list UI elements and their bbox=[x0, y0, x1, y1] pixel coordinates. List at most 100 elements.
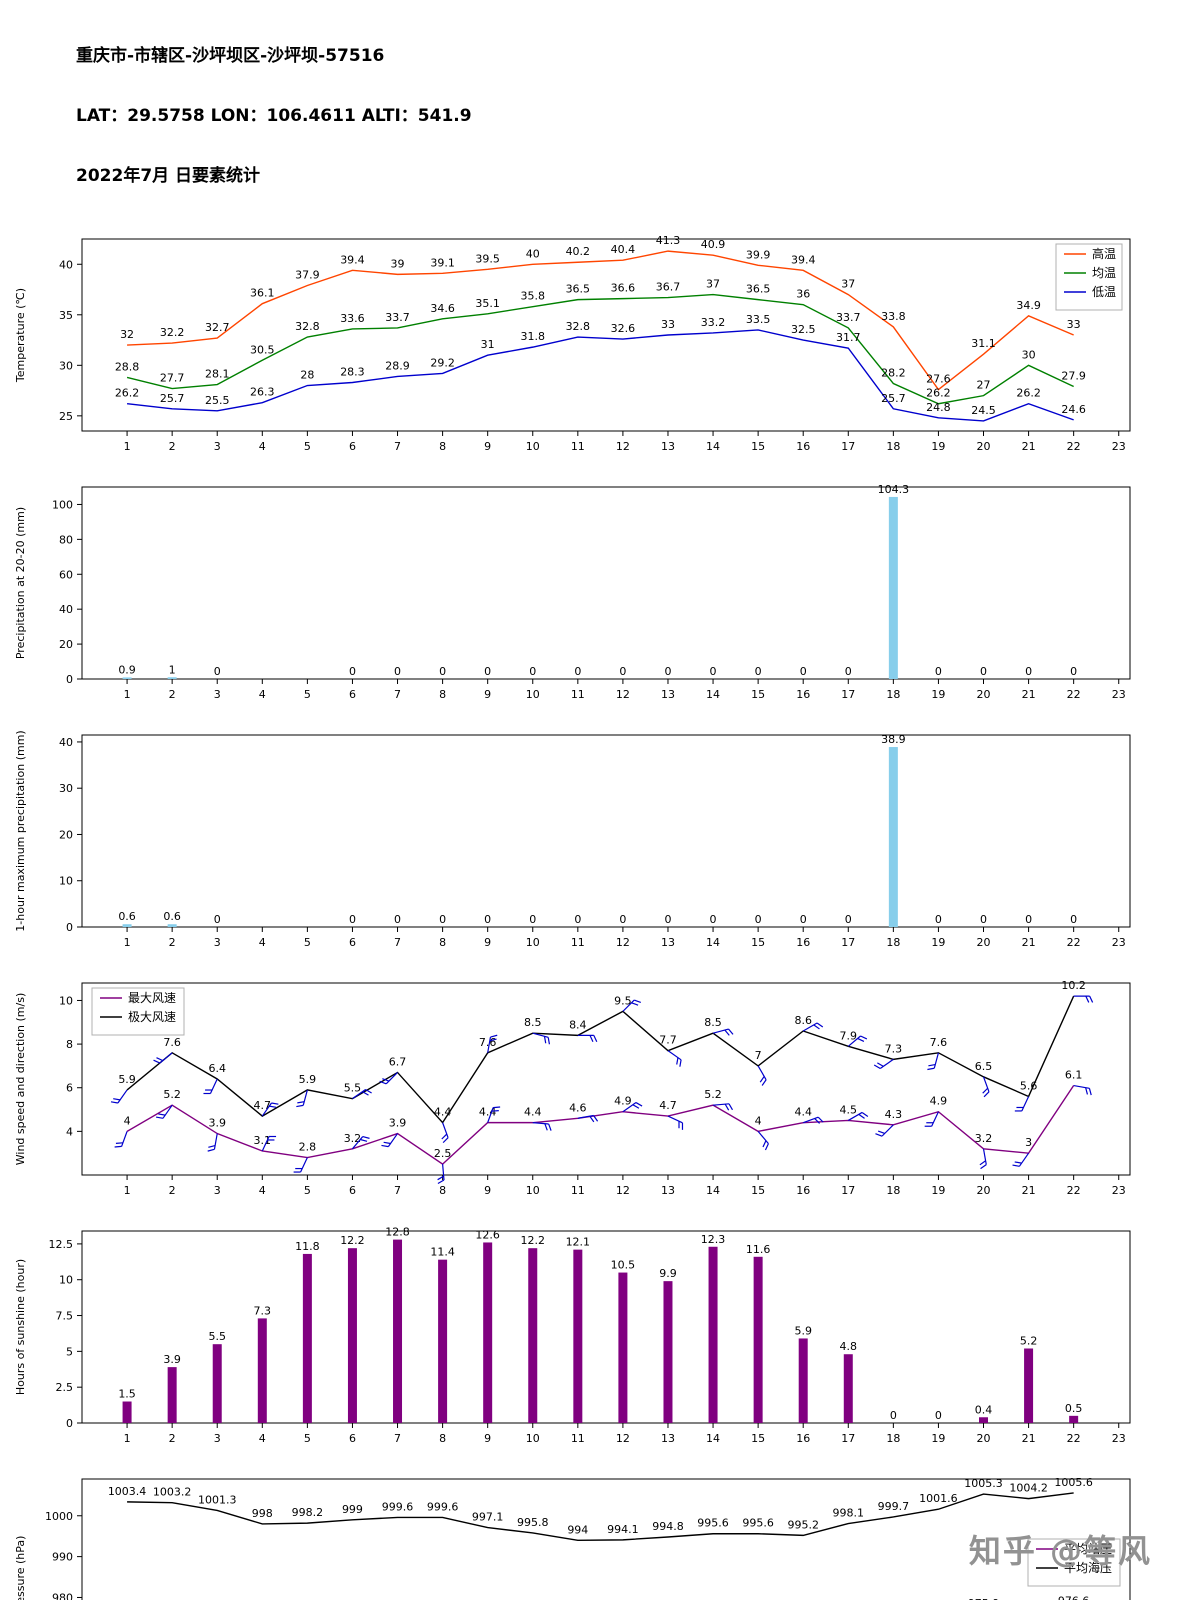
point-value-label: 28.3 bbox=[340, 365, 365, 378]
series-line bbox=[126, 995, 1075, 1124]
x-tick-label: 22 bbox=[1067, 1184, 1081, 1197]
point-value-label: 24.8 bbox=[926, 400, 951, 413]
point-value-label: 31.8 bbox=[521, 330, 546, 343]
wind-barb-icon bbox=[622, 999, 635, 1012]
point-value-label: 33.8 bbox=[881, 309, 906, 322]
wind-barb-flag-icon bbox=[817, 1116, 824, 1123]
bar-value-label: 104.3 bbox=[878, 482, 910, 495]
wind-barb-flag-icon bbox=[634, 999, 642, 1003]
point-value-label: 994.1 bbox=[607, 1522, 639, 1535]
point-value-label: 32.8 bbox=[295, 320, 320, 333]
bar-value-label: 0 bbox=[664, 665, 671, 678]
point-value-label: 999.7 bbox=[878, 1500, 910, 1513]
x-tick-label: 20 bbox=[977, 1432, 991, 1445]
bar bbox=[167, 923, 177, 927]
bar bbox=[393, 1239, 403, 1423]
bar-value-label: 0 bbox=[349, 665, 356, 678]
series-line bbox=[127, 1491, 1074, 1541]
y-tick-label: 40 bbox=[59, 258, 73, 271]
y-tick-label: 10 bbox=[59, 1273, 73, 1286]
point-value-label: 4.7 bbox=[659, 1099, 677, 1112]
bar-value-label: 0.5 bbox=[1065, 1401, 1083, 1414]
point-value-label: 26.2 bbox=[115, 386, 140, 399]
wind-barb-icon bbox=[352, 1088, 366, 1099]
x-tick-label: 2 bbox=[169, 1184, 176, 1197]
x-tick-label: 17 bbox=[841, 1184, 855, 1197]
point-value-label: 995.8 bbox=[517, 1515, 549, 1528]
x-tick-label: 5 bbox=[304, 1184, 311, 1197]
point-value-label: 999 bbox=[342, 1502, 363, 1515]
point-value-label: 975.9 bbox=[968, 1597, 1000, 1600]
point-value-label: 6.1 bbox=[1065, 1068, 1083, 1081]
wind-barb-icon bbox=[712, 1027, 729, 1034]
bar-value-label: 0 bbox=[980, 665, 987, 678]
point-value-label: 3.2 bbox=[975, 1131, 993, 1144]
bar bbox=[979, 1416, 989, 1423]
point-value-label: 27 bbox=[977, 378, 991, 391]
wind-barb-flag-icon bbox=[759, 1075, 765, 1083]
wind-barb-flag-icon bbox=[632, 1103, 640, 1109]
point-value-label: 36.7 bbox=[656, 280, 681, 293]
x-tick-label: 5 bbox=[304, 688, 311, 701]
x-tick-label: 7 bbox=[394, 440, 401, 453]
wind-barb-flag-icon bbox=[982, 1087, 989, 1094]
x-tick-label: 5 bbox=[304, 1432, 311, 1445]
plot-border bbox=[81, 982, 1131, 1176]
x-tick-label: 1 bbox=[124, 440, 131, 453]
bar-value-label: 12.2 bbox=[521, 1234, 546, 1247]
wind-barb-icon bbox=[121, 1130, 128, 1147]
point-value-label: 998 bbox=[252, 1506, 273, 1519]
wind-barb-flag-icon bbox=[155, 1115, 164, 1119]
x-tick-label: 15 bbox=[751, 1432, 765, 1445]
bar-value-label: 0.9 bbox=[118, 663, 136, 676]
wind-barb-flag-icon bbox=[362, 1135, 370, 1139]
point-value-label: 4 bbox=[124, 1114, 131, 1127]
x-tick-label: 21 bbox=[1022, 440, 1036, 453]
point-value-label: 8.6 bbox=[794, 1014, 812, 1027]
x-tick-label: 11 bbox=[571, 1432, 585, 1445]
point-value-label: 1003.2 bbox=[153, 1485, 192, 1498]
x-tick-label: 7 bbox=[394, 688, 401, 701]
x-tick-label: 18 bbox=[886, 440, 900, 453]
y-tick-label: 30 bbox=[59, 782, 73, 795]
wind-barb-icon bbox=[757, 1065, 767, 1080]
bar bbox=[618, 1272, 628, 1423]
temperature-series-2: 26.2 25.7 25.5 26.3 28 28.3 28.9 29.2 31 31.8 32.8… bbox=[115, 312, 1086, 422]
bar bbox=[212, 1343, 222, 1423]
point-value-label: 35.8 bbox=[521, 289, 546, 302]
bar-value-label: 0 bbox=[529, 913, 536, 926]
wind-barb-flag-icon bbox=[927, 1067, 935, 1070]
x-tick-label: 7 bbox=[394, 936, 401, 949]
pressure-series-0: 1003.4 1003.2 1001.3 998 998.2 999 999.6 999.6 9… bbox=[108, 1475, 1093, 1541]
y-tick-label: 7.5 bbox=[56, 1309, 74, 1322]
x-tick-label: 8 bbox=[439, 1432, 446, 1445]
wind-barb-icon bbox=[213, 1132, 218, 1149]
x-tick-label: 15 bbox=[751, 440, 765, 453]
wind-barb-flag-icon bbox=[873, 1064, 881, 1069]
point-value-label: 24.5 bbox=[971, 403, 996, 416]
max-hourly-precipitation-chart: 0 10 20 30 40 1 2 3 4 5 6 7 8 9 10 11 12 13 14 15 16 17 18 19 20… bbox=[10, 725, 1200, 973]
bar-value-label: 12.3 bbox=[701, 1232, 726, 1245]
wind-barb-flag-icon bbox=[589, 1034, 594, 1042]
x-tick-label: 20 bbox=[977, 440, 991, 453]
bar bbox=[122, 1401, 132, 1423]
wind-barb-icon bbox=[209, 1078, 218, 1094]
x-tick-label: 23 bbox=[1112, 1432, 1126, 1445]
wind-barb-flag-icon bbox=[593, 1034, 598, 1042]
point-value-label: 5.6 bbox=[1020, 1079, 1038, 1092]
wind-barb-flag-icon bbox=[814, 1117, 821, 1124]
bar-value-label: 0 bbox=[890, 1409, 897, 1422]
wind-barb-flag-icon bbox=[1088, 1087, 1092, 1095]
wind-barb-flag-icon bbox=[676, 1057, 679, 1065]
y-axis-label: 1-hour maximum precipitation (mm) bbox=[14, 730, 27, 931]
x-tick-label: 14 bbox=[706, 936, 720, 949]
wind-barb-flag-icon bbox=[928, 1063, 936, 1066]
bar-value-label: 0 bbox=[439, 665, 446, 678]
wind-barb-icon bbox=[162, 1104, 173, 1119]
bar bbox=[122, 676, 132, 679]
wind-barb-flag-icon bbox=[441, 1133, 448, 1139]
point-value-label: 32 bbox=[120, 328, 134, 341]
bar bbox=[1069, 1415, 1079, 1423]
x-tick-label: 16 bbox=[796, 688, 810, 701]
